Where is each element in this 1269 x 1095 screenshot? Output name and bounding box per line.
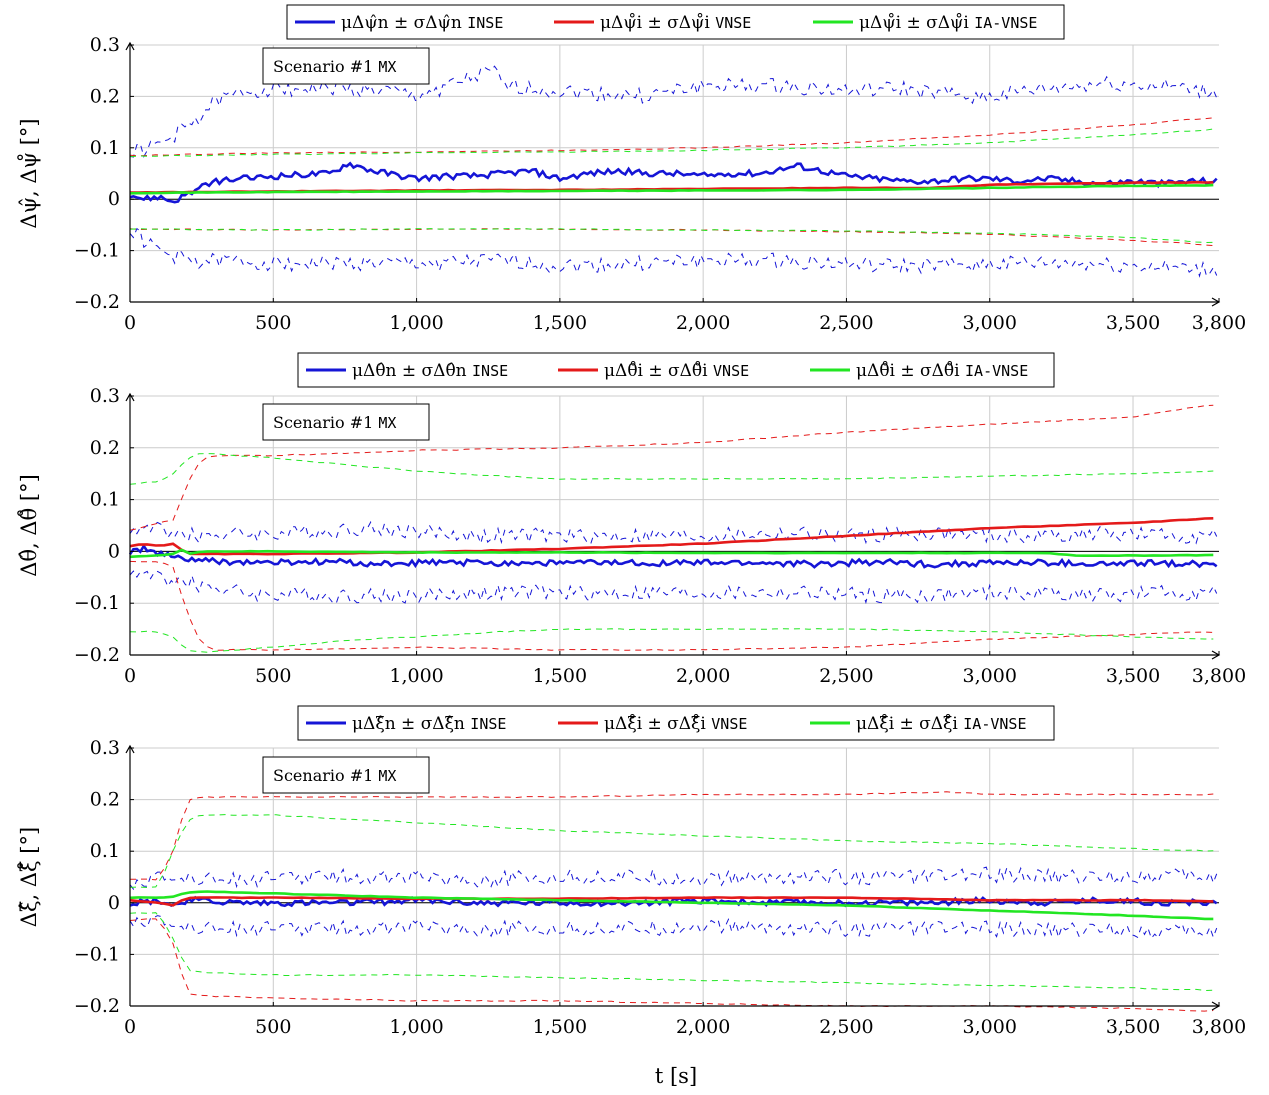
y-tick-label: 0.2: [90, 437, 120, 459]
x-axis-label: t [s]: [655, 1064, 697, 1088]
series-inse-lower: [129, 570, 1218, 605]
legend-entry-inse: μΔψ̂n ± σΔψ̂n INSE: [341, 13, 503, 33]
series-ia-vnse-lower: [129, 227, 1214, 244]
x-tick-label: 0: [124, 1016, 136, 1038]
scenario-annotation: Scenario #1 MX: [262, 47, 430, 85]
legend-entry-ia-vnse: μΔψ̊i ± σΔψ̊i IA-VNSE: [859, 13, 1037, 33]
series-inse-mean: [128, 543, 1218, 569]
x-tick-label: 2,000: [676, 665, 730, 687]
x-tick-label: 1,000: [389, 1016, 443, 1038]
x-tick-label: 500: [255, 1016, 291, 1038]
series-ia-vnse-mean: [129, 548, 1214, 559]
y-tick-label: −0.1: [74, 592, 120, 614]
y-tick-label: 0.2: [90, 85, 120, 107]
x-tick-label: 1,500: [533, 1016, 587, 1038]
series-ia-vnse-upper: [129, 453, 1214, 485]
x-tick-label: 1,500: [533, 312, 587, 334]
x-tick-label: 3,000: [963, 665, 1017, 687]
series-inse-mean: [129, 161, 1218, 204]
y-tick-label: 0.1: [90, 137, 120, 159]
legend-entry-ia-vnse: μΔθ̊i ± σΔθ̊i IA-VNSE: [856, 361, 1028, 381]
annotation-text: Scenario #1 MX: [273, 766, 396, 785]
y-axis-label: Δξ̂, Δξ̊ [°]: [17, 827, 41, 927]
series-inse-upper: [129, 65, 1218, 158]
series-ia-vnse-upper: [129, 814, 1214, 889]
y-tick-label: 0.3: [90, 737, 120, 759]
series-vnse-lower: [129, 560, 1214, 651]
series-inse-upper: [129, 866, 1218, 891]
series-vnse-mean: [129, 896, 1214, 907]
y-tick-label: −0.2: [74, 995, 120, 1017]
x-tick-label: 2,500: [819, 1016, 873, 1038]
y-tick-label: −0.2: [74, 291, 120, 313]
y-tick-label: 0: [108, 540, 120, 562]
y-tick-label: 0.1: [90, 489, 120, 511]
y-tick-label: 0.1: [90, 840, 120, 862]
scenario-annotation: Scenario #1 MX: [262, 756, 430, 794]
legend-entry-vnse: μΔξ̊i ± σΔξ̊i VNSE: [604, 714, 747, 734]
x-tick-label: 3,500: [1106, 1016, 1160, 1038]
y-tick-label: −0.1: [74, 943, 120, 965]
legend-entry-inse: μΔξ̂n ± σΔξ̂n INSE: [352, 714, 506, 734]
series-ia-vnse-lower: [129, 628, 1214, 653]
x-tick-label: 500: [255, 312, 291, 334]
series-ia-vnse-upper: [129, 128, 1214, 158]
x-tick-label: 2,000: [676, 1016, 730, 1038]
y-tick-label: −0.1: [74, 240, 120, 262]
x-tick-label: 3,500: [1106, 665, 1160, 687]
legend-entry-inse: μΔθ̂n ± σΔθ̂n INSE: [352, 361, 508, 381]
y-axis-arrow: [125, 392, 135, 402]
scenario-annotation: Scenario #1 MX: [262, 403, 430, 441]
annotation-text: Scenario #1 MX: [273, 413, 396, 432]
legend-entry-ia-vnse: μΔξ̊i ± σΔξ̊i IA-VNSE: [856, 714, 1026, 734]
x-tick-label: 1,000: [389, 665, 443, 687]
x-tick-label: 0: [124, 665, 136, 687]
y-tick-label: 0.3: [90, 385, 120, 407]
series-vnse-upper: [129, 117, 1214, 157]
x-tick-label: 1,500: [533, 665, 587, 687]
series-inse-lower: [129, 915, 1218, 940]
annotation-text: Scenario #1 MX: [273, 57, 396, 76]
series-ia-vnse-lower: [129, 912, 1214, 992]
x-tick-label: 3,800: [1192, 312, 1246, 334]
y-tick-label: 0: [108, 892, 120, 914]
y-axis-arrow: [125, 744, 135, 754]
x-tick-label: 3,000: [963, 312, 1017, 334]
series-ia-vnse-mean: [129, 890, 1214, 921]
y-tick-label: 0: [108, 188, 120, 210]
y-tick-label: 0.2: [90, 789, 120, 811]
y-tick-label: 0.3: [90, 34, 120, 56]
x-tick-label: 2,500: [819, 312, 873, 334]
y-axis-label: Δψ̂, Δψ̊ [°]: [17, 118, 41, 228]
legend-entry-vnse: μΔθ̊i ± σΔθ̊i VNSE: [604, 361, 749, 381]
x-tick-label: 1,000: [389, 312, 443, 334]
series-ia-vnse-mean: [129, 183, 1214, 195]
legend: μΔθ̂n ± σΔθ̂n INSE μΔθ̊i ± σΔθ̊i VNSE μΔθ̊…: [297, 352, 1055, 388]
x-tick-label: 2,000: [676, 312, 730, 334]
series-inse-upper: [129, 520, 1218, 546]
legend: μΔψ̂n ± σΔψ̂n INSE μΔψ̊i ± σΔψ̊i VNSE μΔψ̊…: [286, 4, 1065, 40]
panel-theta: 0 500 1,000 1,500 2,000 2,500 3,000 3,500 3,800 −…: [17, 352, 1246, 687]
x-tick-label: 3,800: [1192, 665, 1246, 687]
x-tick-label: 500: [255, 665, 291, 687]
series-vnse-upper: [129, 404, 1214, 531]
legend-entry-vnse: μΔψ̊i ± σΔψ̊i VNSE: [600, 13, 751, 33]
x-tick-label: 3,000: [963, 1016, 1017, 1038]
legend: μΔξ̂n ± σΔξ̂n INSE μΔξ̊i ± σΔξ̊i VNSE μΔξ̊…: [297, 705, 1055, 741]
x-tick-label: 3,500: [1106, 312, 1160, 334]
panel-psi: 0 500 1,000 1,500 2,000 2,500 3,000 3,500 3,800 −…: [17, 4, 1246, 334]
y-tick-label: −0.2: [74, 644, 120, 666]
x-tick-label: 3,800: [1192, 1016, 1246, 1038]
x-tick-label: 2,500: [819, 665, 873, 687]
series-vnse-upper: [130, 791, 1214, 881]
panel-xi: 0 500 1,000 1,500 2,000 2,500 3,000 3,500 3,800 −…: [17, 705, 1246, 1038]
y-axis-label: Δθ̂, Δθ̊ [°]: [17, 474, 41, 577]
x-tick-label: 0: [124, 312, 136, 334]
series-vnse-lower: [129, 228, 1214, 247]
y-axis-arrow: [125, 41, 135, 51]
series-vnse-mean: [129, 517, 1214, 556]
series-inse-lower: [129, 227, 1218, 278]
